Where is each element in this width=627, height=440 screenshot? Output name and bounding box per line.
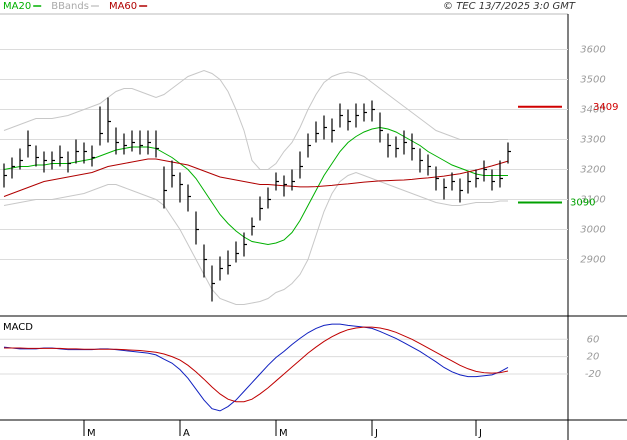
level-label: 3409 — [593, 102, 618, 113]
y-tick-label: 60 — [587, 334, 600, 345]
level-label: 3090 — [570, 198, 595, 209]
legend-label: MA60 — [109, 1, 137, 12]
y-tick-label: 3000 — [580, 225, 605, 236]
legend-label: BBands — [51, 1, 89, 12]
macd-line — [4, 326, 509, 403]
macd-title: MACD — [3, 322, 33, 333]
moving-average — [3, 126, 508, 246]
y-tick-label: 3200 — [580, 165, 605, 176]
x-tick-label: M — [279, 428, 288, 439]
y-tick-label: 3100 — [580, 195, 605, 206]
y-tick-label: -20 — [585, 369, 601, 380]
y-tick-label: 3300 — [580, 135, 605, 146]
y-tick-label: 20 — [587, 352, 600, 363]
y-tick-label: 2900 — [580, 255, 605, 266]
x-tick-label: A — [183, 428, 190, 439]
band-lower — [3, 171, 508, 305]
moving-average — [3, 158, 509, 197]
band-upper — [3, 69, 508, 170]
x-tick-label: J — [478, 428, 482, 439]
x-tick-label: J — [374, 428, 378, 439]
y-tick-label: 3500 — [580, 75, 605, 86]
y-tick-label: 3600 — [580, 45, 605, 56]
y-tick-label: 3400 — [580, 105, 605, 116]
legend-label: MA20 — [3, 1, 31, 12]
x-tick-label: M — [87, 428, 96, 439]
copyright: © TEC 13/7/2025 3:0 GMT — [443, 1, 576, 12]
